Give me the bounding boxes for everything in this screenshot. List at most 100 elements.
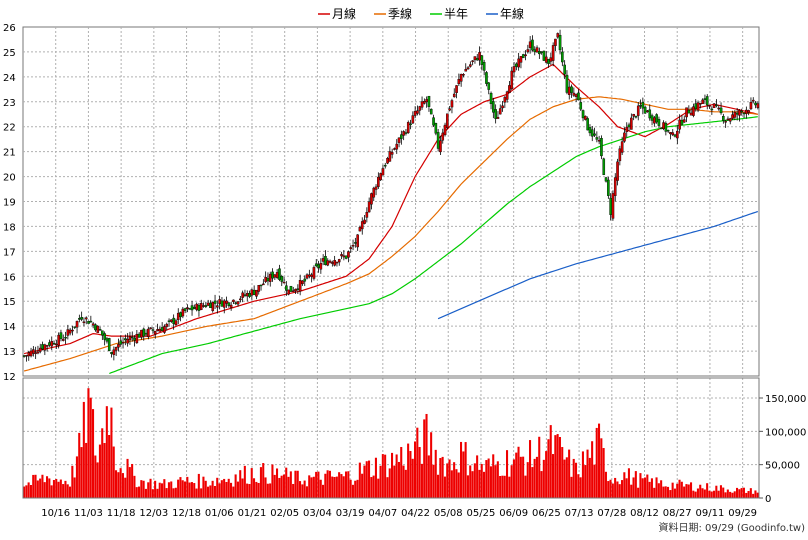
volume-bar <box>338 472 341 498</box>
candle-body <box>248 293 251 297</box>
volume-bar <box>512 459 515 498</box>
volume-bar <box>92 409 95 498</box>
candle-body <box>503 97 507 103</box>
candle-body <box>130 336 134 339</box>
candle-body <box>724 121 727 123</box>
volume-bar <box>529 440 532 498</box>
candle-body <box>572 92 576 96</box>
candle-body <box>227 302 231 306</box>
volume-bar <box>110 407 113 498</box>
date-tick-17: 07/28 <box>597 508 626 519</box>
candle-body <box>517 58 520 68</box>
volume-bar <box>563 459 566 498</box>
candle-body <box>94 324 97 331</box>
volume-bar <box>678 479 681 498</box>
candle-body <box>648 109 652 119</box>
candle-body <box>685 107 688 118</box>
volume-bar <box>188 482 191 498</box>
volume-bar <box>680 481 683 498</box>
candle-body <box>174 320 178 326</box>
volume-bar <box>85 442 88 498</box>
candle-body <box>510 70 514 89</box>
volume-bar <box>437 474 440 498</box>
volume-bar <box>517 446 520 498</box>
candle-body <box>22 355 26 357</box>
volume-bar <box>411 458 414 498</box>
candle-body <box>756 103 760 108</box>
candle-body <box>135 334 139 344</box>
volume-tick-1: 50,000 <box>765 461 800 472</box>
candle-body <box>581 110 585 119</box>
date-tick-21: 09/29 <box>728 508 757 519</box>
candle-body <box>393 148 396 150</box>
candle-body <box>584 115 587 120</box>
candle-body <box>186 307 189 310</box>
volume-bar <box>64 480 67 498</box>
volume-bar <box>733 491 736 498</box>
volume-bar <box>46 476 49 498</box>
candle-body <box>232 299 235 302</box>
ma-line-1 <box>23 96 758 372</box>
volume-bar <box>342 476 345 498</box>
candle-body <box>452 93 456 98</box>
candle-body <box>239 298 242 301</box>
volume-bar <box>89 397 92 498</box>
volume-bar <box>103 443 106 498</box>
candle-body <box>655 114 658 123</box>
candle-body <box>324 256 327 266</box>
candle-body <box>303 278 307 282</box>
volume-bar <box>96 462 99 498</box>
volume-bar <box>489 466 492 498</box>
legend: 月線 季線 半年 年線 <box>318 6 524 21</box>
volume-bar <box>616 481 619 498</box>
volume-bar <box>506 450 509 498</box>
volume-bar <box>499 475 502 498</box>
volume-bar <box>117 472 120 498</box>
candle-body <box>643 106 647 114</box>
volume-bar <box>257 482 260 498</box>
candle-body <box>190 305 194 311</box>
volume-tick-3: 150,000 <box>765 394 806 405</box>
candle-body <box>747 110 750 113</box>
volume-bar <box>646 474 649 498</box>
candle-body <box>158 328 162 332</box>
volume-bar <box>241 478 244 498</box>
candle-body <box>687 109 691 114</box>
candle-body <box>367 201 371 213</box>
candle-body <box>71 329 74 332</box>
volume-bars <box>23 388 759 498</box>
volume-bar <box>269 483 272 498</box>
candle-body <box>220 300 224 307</box>
volume-bar <box>561 447 564 498</box>
candle-body <box>618 148 622 162</box>
volume-bar <box>156 488 159 498</box>
volume-bar <box>200 488 203 498</box>
candle-body <box>494 109 497 119</box>
date-tick-3: 12/03 <box>139 508 168 519</box>
volume-bar <box>731 492 734 498</box>
candle-body <box>646 110 649 112</box>
candle-body <box>436 132 440 149</box>
candle-body <box>149 327 152 329</box>
volume-bar <box>305 486 308 498</box>
volume-bar <box>581 451 584 498</box>
candle-body <box>344 255 348 259</box>
candle-body <box>738 109 741 116</box>
candle-body <box>347 251 350 258</box>
volume-bar <box>568 449 571 498</box>
volume-bar <box>685 484 688 498</box>
volume-bar <box>158 482 161 498</box>
volume-bar <box>703 489 706 498</box>
volume-bar <box>591 441 594 498</box>
candle-body <box>34 352 37 354</box>
volume-bar <box>299 481 302 498</box>
candle-body <box>627 124 631 128</box>
volume-bar <box>184 481 187 498</box>
date-tick-11: 04/22 <box>401 508 430 519</box>
volume-bar <box>469 465 472 498</box>
candle-body <box>498 108 502 115</box>
volume-bar <box>446 463 449 498</box>
volume-bar <box>696 488 699 498</box>
price-tick-16: 16 <box>3 272 16 283</box>
volume-bar <box>213 485 216 498</box>
